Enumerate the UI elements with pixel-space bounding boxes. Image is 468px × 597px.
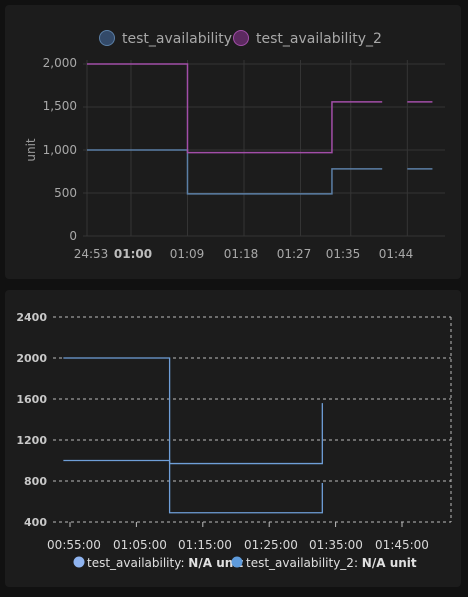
top-series-group [87,63,433,195]
y-tick-label: 2,000 [43,56,77,70]
x-tick-label: 01:05:00 [113,538,167,552]
series-line-1 [87,149,383,195]
bottom-y-ticks: 2400 2000 1600 1200 800 400 [16,311,47,529]
bottom-series-group [63,357,323,514]
legend-label-series1[interactable]: test_availability [122,31,232,47]
top-y-ticks: 2,000 1,500 1,000 500 0 [43,56,77,243]
series-line-2 [63,357,323,465]
x-tick-label: 01:00 [114,247,152,261]
y-tick-label: 500 [54,186,77,200]
series-line-1 [63,459,323,514]
legend-label-series2[interactable]: test_availability_2 [256,31,382,47]
top-grid [83,60,445,237]
legend-item-series1[interactable]: test_availability: N/A unit [87,556,243,570]
x-tick-label: 24:53 [74,247,109,261]
x-tick-label: 01:09 [170,247,205,261]
x-tick-label: 01:44 [379,247,414,261]
legend-swatch-series2[interactable] [233,30,249,46]
y-tick-label: 400 [24,516,47,529]
y-tick-label: 2000 [16,352,47,365]
top-legend: test_availability test_availability_2 [99,30,382,47]
legend-swatch-series1[interactable] [73,556,85,568]
chart-panel-bottom: 2400 2000 1600 1200 800 400 00:55:00 01:… [5,290,461,587]
y-tick-label: 2400 [16,311,47,324]
top-x-ticks: 24:53 01:00 01:09 01:18 01:27 01:35 01:4… [74,247,414,261]
legend-swatch-series2[interactable] [231,556,243,568]
bottom-chart: 2400 2000 1600 1200 800 400 00:55:00 01:… [16,311,452,570]
legend-swatch-series1[interactable] [99,30,115,46]
bottom-legend: test_availability: N/A unit test_availab… [73,556,417,570]
chart-panel-top: test_availability test_availability_2 un… [5,5,461,279]
y-tick-label: 1600 [16,393,47,406]
y-tick-label: 1,000 [43,143,77,157]
x-tick-label: 01:15:00 [178,538,232,552]
x-tick-label: 01:27 [277,247,312,261]
y-tick-label: 0 [69,229,77,243]
y-tick-label: 1200 [16,434,47,447]
bottom-x-ticks: 00:55:00 01:05:00 01:15:00 01:25:00 01:3… [47,538,429,552]
y-tick-label: 1,500 [43,99,77,113]
x-tick-label: 00:55:00 [47,538,101,552]
x-tick-label: 01:35:00 [309,538,363,552]
legend-item-series2[interactable]: test_availability_2: N/A unit [246,556,417,570]
y-tick-label: 800 [24,475,47,488]
bottom-grid [53,316,452,527]
top-chart: test_availability test_availability_2 un… [24,30,445,261]
series-line-2 [87,63,383,154]
x-tick-label: 01:18 [224,247,259,261]
x-tick-label: 01:45:00 [375,538,429,552]
y-axis-label: unit [24,138,38,162]
x-tick-label: 01:35 [326,247,361,261]
x-tick-label: 01:25:00 [244,538,298,552]
